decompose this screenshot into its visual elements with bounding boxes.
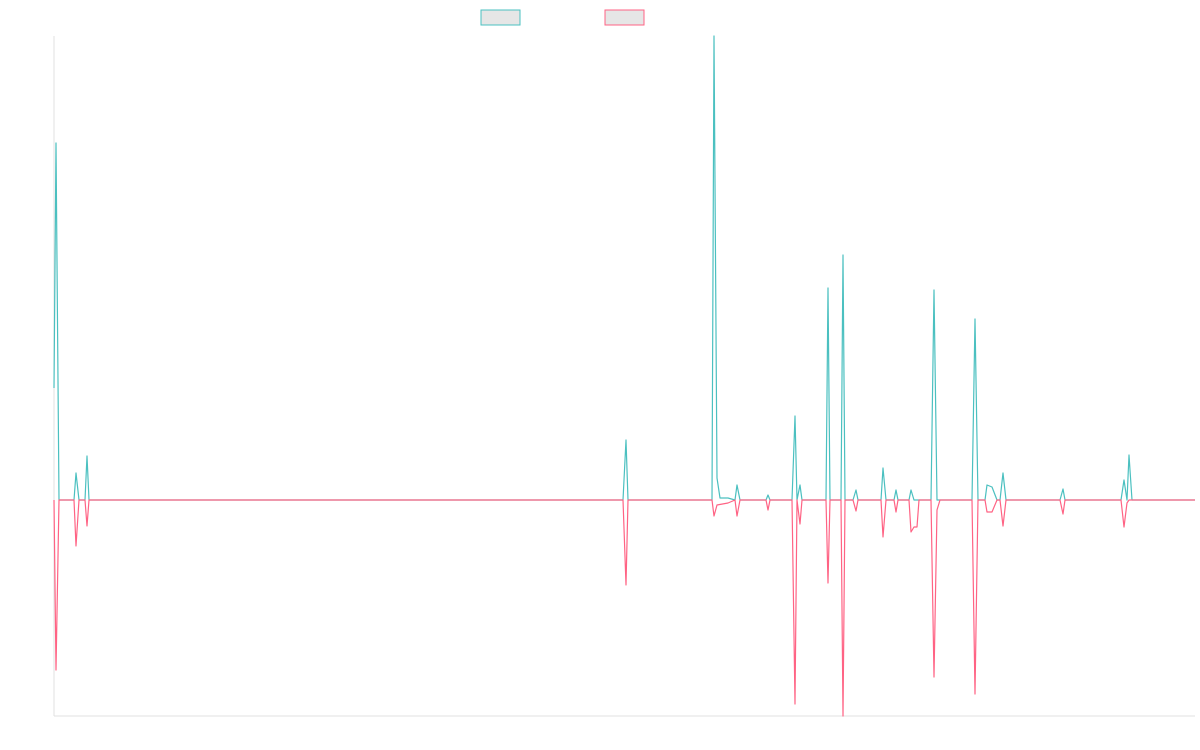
series-line	[53, 35, 1195, 501]
legend-swatch	[480, 9, 521, 26]
legend-swatch	[604, 9, 645, 26]
series-line	[53, 499, 1195, 717]
